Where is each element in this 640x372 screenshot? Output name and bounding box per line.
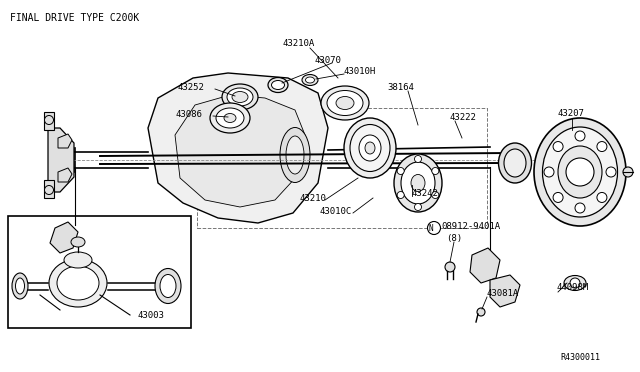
Ellipse shape [499,143,531,183]
Ellipse shape [210,103,250,133]
Circle shape [606,167,616,177]
Polygon shape [50,222,78,253]
Circle shape [575,131,585,141]
Text: FINAL DRIVE TYPE C200K: FINAL DRIVE TYPE C200K [10,13,140,23]
Ellipse shape [365,142,375,154]
Text: 43010C: 43010C [320,206,352,215]
Ellipse shape [271,80,285,90]
Text: 43222: 43222 [450,112,477,122]
Polygon shape [58,168,72,182]
Ellipse shape [12,273,28,299]
Ellipse shape [411,174,425,192]
Circle shape [45,115,54,125]
Text: N: N [429,224,433,232]
Ellipse shape [305,77,314,83]
Circle shape [575,203,585,213]
Text: 43210: 43210 [300,193,327,202]
Ellipse shape [543,127,618,217]
Ellipse shape [160,275,176,298]
Text: 08912-9401A: 08912-9401A [441,221,500,231]
Ellipse shape [155,269,181,304]
Ellipse shape [401,162,435,204]
Polygon shape [490,275,520,307]
Ellipse shape [64,252,92,268]
Circle shape [432,192,439,199]
Ellipse shape [504,149,526,177]
Circle shape [445,262,455,272]
Ellipse shape [268,77,288,93]
Text: 43003: 43003 [138,311,165,320]
Text: 43086: 43086 [175,109,202,119]
Polygon shape [58,134,72,148]
Circle shape [597,141,607,151]
Text: 38164: 38164 [387,83,414,92]
Ellipse shape [350,125,390,171]
Ellipse shape [216,108,244,128]
Polygon shape [44,180,54,198]
Polygon shape [148,73,328,223]
Polygon shape [48,128,74,192]
Ellipse shape [534,118,626,226]
Circle shape [566,158,594,186]
Polygon shape [470,248,500,283]
Ellipse shape [232,92,248,103]
Polygon shape [44,112,54,130]
Ellipse shape [286,136,304,174]
Circle shape [397,167,404,174]
Text: 43081A: 43081A [487,289,519,298]
Ellipse shape [359,135,381,161]
Ellipse shape [394,154,442,212]
Circle shape [477,308,485,316]
Text: 43010H: 43010H [344,67,376,76]
Bar [197,108,487,228]
Ellipse shape [344,118,396,178]
Ellipse shape [57,266,99,300]
Ellipse shape [224,113,236,122]
Ellipse shape [336,96,354,109]
Ellipse shape [49,259,107,307]
Text: 44098M: 44098M [557,283,589,292]
Text: 43210A: 43210A [283,38,316,48]
Ellipse shape [327,90,363,115]
Circle shape [428,221,440,234]
Text: (8): (8) [446,234,462,243]
Text: 43207: 43207 [558,109,585,118]
Circle shape [397,192,404,199]
Ellipse shape [15,278,24,294]
Bar [8,216,191,328]
Polygon shape [175,95,305,207]
Ellipse shape [280,128,310,183]
Circle shape [415,203,422,211]
Ellipse shape [564,276,586,291]
Text: R4300011: R4300011 [560,353,600,362]
Circle shape [553,141,563,151]
Ellipse shape [558,146,602,198]
Circle shape [570,278,580,288]
Circle shape [544,167,554,177]
Ellipse shape [227,88,253,106]
Text: 43252: 43252 [178,83,205,92]
Ellipse shape [321,86,369,120]
Circle shape [415,155,422,163]
Circle shape [45,186,54,195]
Circle shape [597,192,607,202]
Circle shape [553,192,563,202]
Text: 43242: 43242 [412,189,439,198]
Ellipse shape [302,74,318,86]
Ellipse shape [222,84,258,110]
Ellipse shape [71,237,85,247]
Text: 43070: 43070 [315,55,342,64]
Circle shape [432,167,439,174]
Circle shape [623,167,633,177]
